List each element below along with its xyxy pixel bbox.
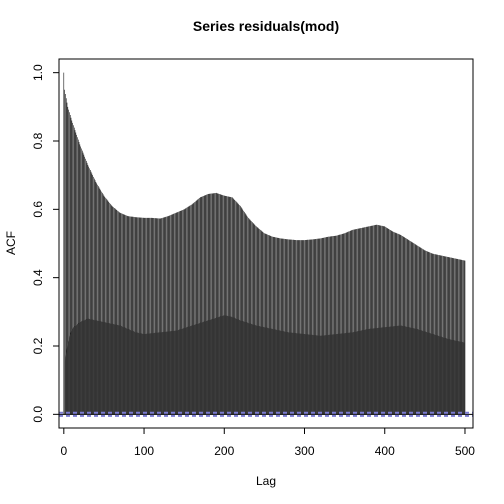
- acf-inner-band: [64, 315, 465, 415]
- y-axis-label: ACF: [4, 231, 18, 255]
- y-tick-label: 0.6: [31, 201, 45, 218]
- plot-area: [59, 72, 473, 417]
- x-axis: 0 100 200 300 400 500: [60, 428, 475, 458]
- x-tick-label: 200: [214, 444, 234, 458]
- x-tick-label: 300: [294, 444, 314, 458]
- x-tick-label: 500: [455, 444, 475, 458]
- x-tick-label: 400: [375, 444, 395, 458]
- x-axis-label: Lag: [256, 474, 276, 488]
- x-tick-label: 0: [60, 444, 67, 458]
- y-tick-label: 1.0: [31, 64, 45, 81]
- y-tick-label: 0.4: [31, 269, 45, 286]
- plot-frame: [58, 58, 474, 429]
- y-axis: 0.0 0.2 0.4 0.6 0.8 1.0: [31, 64, 60, 423]
- x-tick-label: 100: [134, 444, 154, 458]
- chart-title: Series residuals(mod): [193, 18, 339, 34]
- y-tick-label: 0.2: [31, 337, 45, 354]
- y-tick-label: 0.8: [31, 132, 45, 149]
- y-tick-label: 0.0: [31, 406, 45, 423]
